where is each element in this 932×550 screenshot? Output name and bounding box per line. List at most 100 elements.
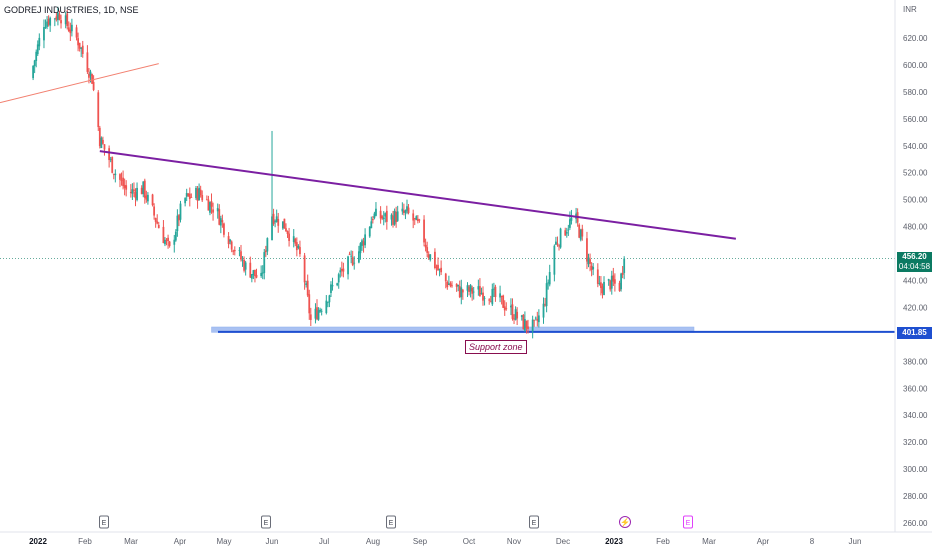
candle-body (254, 269, 256, 277)
candle-body (223, 223, 225, 235)
currency-label: INR (903, 5, 917, 14)
earnings-event-icon (386, 515, 396, 529)
candle-body (57, 12, 59, 21)
y-tick-label: 500.00 (903, 196, 928, 205)
candle-body (592, 266, 595, 270)
candle-body (353, 262, 356, 264)
candle-body (382, 217, 385, 220)
candle-body (143, 180, 146, 198)
candle-body (393, 210, 396, 225)
y-tick-label: 620.00 (903, 34, 928, 43)
candle-body (502, 295, 505, 308)
candle-body (260, 272, 263, 276)
candle-body (610, 275, 613, 289)
y-tick-label: 320.00 (903, 438, 928, 447)
time-axis[interactable]: 2022 Feb Mar Apr May Jun Jul Aug Sep Oct Nov Dec 202… (0, 531, 932, 546)
candle-body (252, 270, 255, 276)
event-markers[interactable]: E E E E ⚡ E (99, 515, 693, 529)
candle-body (249, 262, 252, 278)
price-axis[interactable]: INR 260.00 280.00 300.00 320.00 340.00 360.00 3… (894, 0, 928, 532)
candle-body (212, 209, 214, 213)
candle-body (125, 185, 128, 190)
y-tick-label: 360.00 (903, 384, 928, 393)
candle-body (33, 60, 36, 66)
x-tick-label: Apr (174, 537, 187, 546)
candle-body (570, 217, 573, 221)
candle-body (198, 187, 201, 201)
candle-body (492, 288, 495, 290)
candle-body (499, 293, 501, 298)
candle-body (586, 238, 588, 262)
candle-body (587, 257, 590, 265)
candle-body (415, 216, 418, 221)
candle-body (440, 267, 443, 273)
candle-body (232, 250, 235, 252)
candle-body (195, 188, 197, 198)
candle-body (520, 315, 523, 317)
candle-body (395, 211, 398, 223)
candle-body (565, 232, 568, 234)
y-tick-label: 380.00 (903, 357, 928, 366)
candle-body (534, 317, 537, 319)
x-tick-label: Mar (124, 537, 138, 546)
candle-body (623, 258, 626, 273)
support-zone-label: Support zone (465, 340, 527, 354)
candle-body (227, 236, 230, 244)
candle-body (618, 282, 621, 291)
support-price-value: 401.85 (902, 328, 927, 337)
candle-body (416, 218, 419, 221)
last-price-badge: 456.20 04:04:58 (897, 252, 932, 272)
x-tick-label: Dec (556, 537, 570, 546)
candle-body (418, 219, 421, 221)
candle-body (281, 221, 284, 229)
candle-body (531, 319, 534, 332)
candle-body (596, 269, 599, 284)
candle-body (154, 218, 157, 222)
candle-body (362, 241, 365, 246)
candle-body (140, 187, 143, 195)
candle-body (510, 305, 512, 308)
candle-body (542, 303, 545, 318)
candle-body (274, 221, 277, 223)
trendlines (0, 63, 737, 240)
candle-body (229, 239, 232, 242)
candle-body (53, 18, 56, 20)
candle-body (406, 206, 408, 211)
candle-body (134, 191, 137, 199)
candle-body (359, 243, 362, 254)
candle-body (243, 259, 245, 271)
candle-body (129, 191, 132, 194)
earnings-event-glyph: E (389, 520, 394, 527)
candle-body (371, 218, 374, 221)
candle-body (286, 231, 289, 234)
candle-body (511, 304, 514, 319)
candle-body (527, 326, 529, 330)
candle-body (449, 283, 452, 287)
candle-body (558, 245, 560, 247)
candle-body (131, 189, 134, 194)
candle-body (89, 71, 92, 76)
candle-body (435, 266, 438, 268)
y-tick-label: 600.00 (903, 61, 928, 70)
x-tick-label: Mar (702, 537, 716, 546)
candle-body (567, 229, 570, 231)
candle-body (78, 42, 81, 49)
candle-body (109, 159, 112, 160)
candle-body (621, 273, 624, 275)
candle-body (523, 319, 526, 331)
candle-body (240, 251, 242, 260)
candle-body (190, 196, 193, 198)
candle-body (461, 289, 464, 293)
candle-body (207, 199, 210, 211)
candle-body (43, 27, 45, 41)
candle-body (88, 73, 90, 78)
candle-body (379, 210, 382, 219)
candle-body (188, 193, 191, 199)
candle-body (401, 208, 404, 212)
candle-body (66, 13, 69, 26)
candle-body (326, 302, 329, 304)
last-price-value: 456.20 (902, 252, 927, 261)
candle-body (75, 27, 78, 38)
candle-body (264, 250, 267, 253)
